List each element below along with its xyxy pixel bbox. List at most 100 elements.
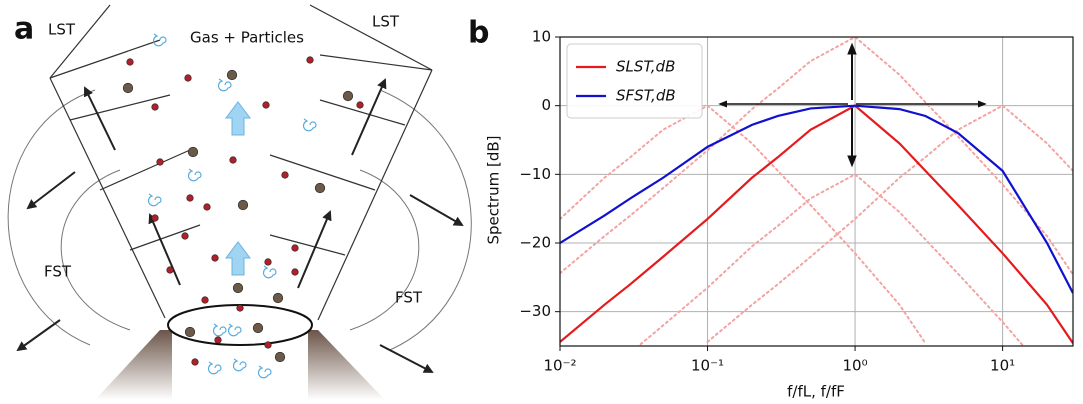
boundary	[49, 4, 111, 79]
particle	[291, 244, 299, 252]
x-tick-label: 10¹	[990, 357, 1015, 375]
x-tick-label: 10⁻¹	[691, 357, 724, 375]
droplet	[314, 182, 326, 194]
front	[49, 39, 161, 79]
droplet	[237, 199, 249, 211]
swirl	[233, 358, 247, 372]
particle	[291, 268, 299, 276]
nozzle	[95, 330, 172, 400]
arrow	[379, 344, 434, 373]
particle	[184, 74, 192, 82]
particle	[151, 103, 159, 111]
swirl	[263, 265, 277, 279]
series-line	[560, 104, 1073, 344]
front	[269, 234, 346, 256]
y-tick-label: −20	[519, 234, 551, 252]
y-tick-label: 0	[541, 96, 551, 114]
swirl	[188, 168, 202, 182]
swirl	[153, 33, 167, 47]
particle	[186, 194, 194, 202]
x-axis-label: f/fL, f/fF	[787, 383, 845, 401]
swirl	[218, 78, 232, 92]
particle	[151, 214, 159, 222]
arrow	[409, 194, 464, 226]
legend: SLST,dB SFST,dB	[566, 43, 703, 119]
particle	[264, 341, 272, 349]
droplet	[342, 90, 354, 102]
shifted-curve	[706, 104, 1073, 343]
particle	[214, 336, 222, 344]
shifted-curve	[560, 104, 927, 345]
particle	[191, 358, 199, 366]
droplet	[232, 282, 244, 294]
panel-label: b	[468, 16, 489, 51]
particle	[306, 56, 314, 64]
droplet	[272, 292, 284, 304]
region-label: FST	[395, 289, 423, 307]
particle	[262, 101, 270, 109]
nozzle	[308, 330, 385, 400]
swirl	[303, 118, 317, 132]
particle	[211, 254, 219, 262]
particle	[156, 158, 164, 166]
front	[129, 224, 201, 251]
fst-arc	[7, 89, 96, 346]
panel-label: a	[14, 12, 34, 47]
particle	[281, 171, 289, 179]
particle	[166, 266, 174, 274]
swirl	[148, 193, 162, 207]
droplet	[252, 322, 264, 334]
front	[269, 154, 376, 191]
series-line	[560, 104, 1073, 294]
region-label: FST	[44, 263, 72, 281]
fst-arc	[349, 169, 420, 331]
y-tick-label: 10	[532, 28, 551, 46]
particle	[264, 258, 272, 266]
swirl	[228, 323, 242, 337]
particles	[122, 33, 364, 379]
legend-box	[566, 43, 703, 119]
jet-diagram: LST LST Gas + Particles FST FST a	[7, 4, 472, 400]
y-tick-label: −10	[519, 165, 551, 183]
boundary	[317, 69, 433, 321]
arrow	[148, 213, 181, 286]
front	[319, 99, 406, 126]
shifted-curve	[560, 37, 1073, 276]
front	[99, 149, 191, 191]
swirl	[208, 361, 222, 375]
droplet	[187, 146, 199, 158]
region-label: LST	[372, 13, 400, 31]
particle	[181, 232, 189, 240]
front	[69, 94, 171, 121]
y-tick-label: −30	[519, 302, 551, 320]
plot-lines	[560, 37, 1073, 346]
boundary	[309, 4, 433, 71]
shifted-curve	[637, 173, 1025, 346]
droplet	[184, 326, 196, 338]
droplet	[122, 82, 134, 94]
particle	[229, 156, 237, 164]
droplet	[274, 351, 286, 363]
arrow	[26, 171, 76, 210]
legend-label: SFST,dB	[616, 87, 676, 105]
flow-arrow	[225, 101, 251, 136]
diagram-title: Gas + Particles	[190, 29, 304, 47]
particle	[203, 203, 211, 211]
particle	[126, 58, 134, 66]
droplet	[226, 69, 238, 81]
arrow	[16, 319, 61, 352]
swirl	[258, 365, 272, 379]
x-tick-label: 10⁻²	[543, 357, 576, 375]
legend-label: SLST,dB	[616, 58, 675, 76]
arrow	[83, 86, 116, 151]
fst-arc	[379, 89, 472, 351]
x-tick-label: 10⁰	[843, 357, 868, 375]
particle	[201, 296, 209, 304]
arrow	[297, 210, 332, 289]
particle	[236, 304, 244, 312]
front	[319, 54, 433, 71]
region-label: LST	[48, 21, 76, 39]
boundary	[49, 77, 166, 319]
swirl	[213, 323, 227, 337]
